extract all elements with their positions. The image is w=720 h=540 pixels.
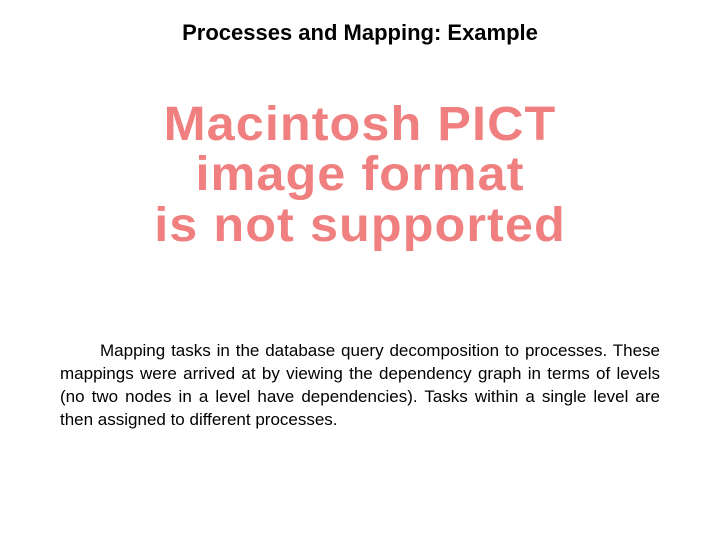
- slide: Processes and Mapping: Example Macintosh…: [0, 0, 720, 540]
- pict-line-1: Macintosh PICT: [0, 100, 720, 150]
- pict-unsupported-message: Macintosh PICT image format is not suppo…: [0, 100, 720, 251]
- pict-line-2: image format: [0, 150, 720, 200]
- slide-title: Processes and Mapping: Example: [0, 20, 720, 46]
- body-paragraph: Mapping tasks in the database query deco…: [60, 340, 660, 432]
- pict-line-3: is not supported: [0, 201, 720, 251]
- body-text-content: Mapping tasks in the database query deco…: [60, 341, 660, 429]
